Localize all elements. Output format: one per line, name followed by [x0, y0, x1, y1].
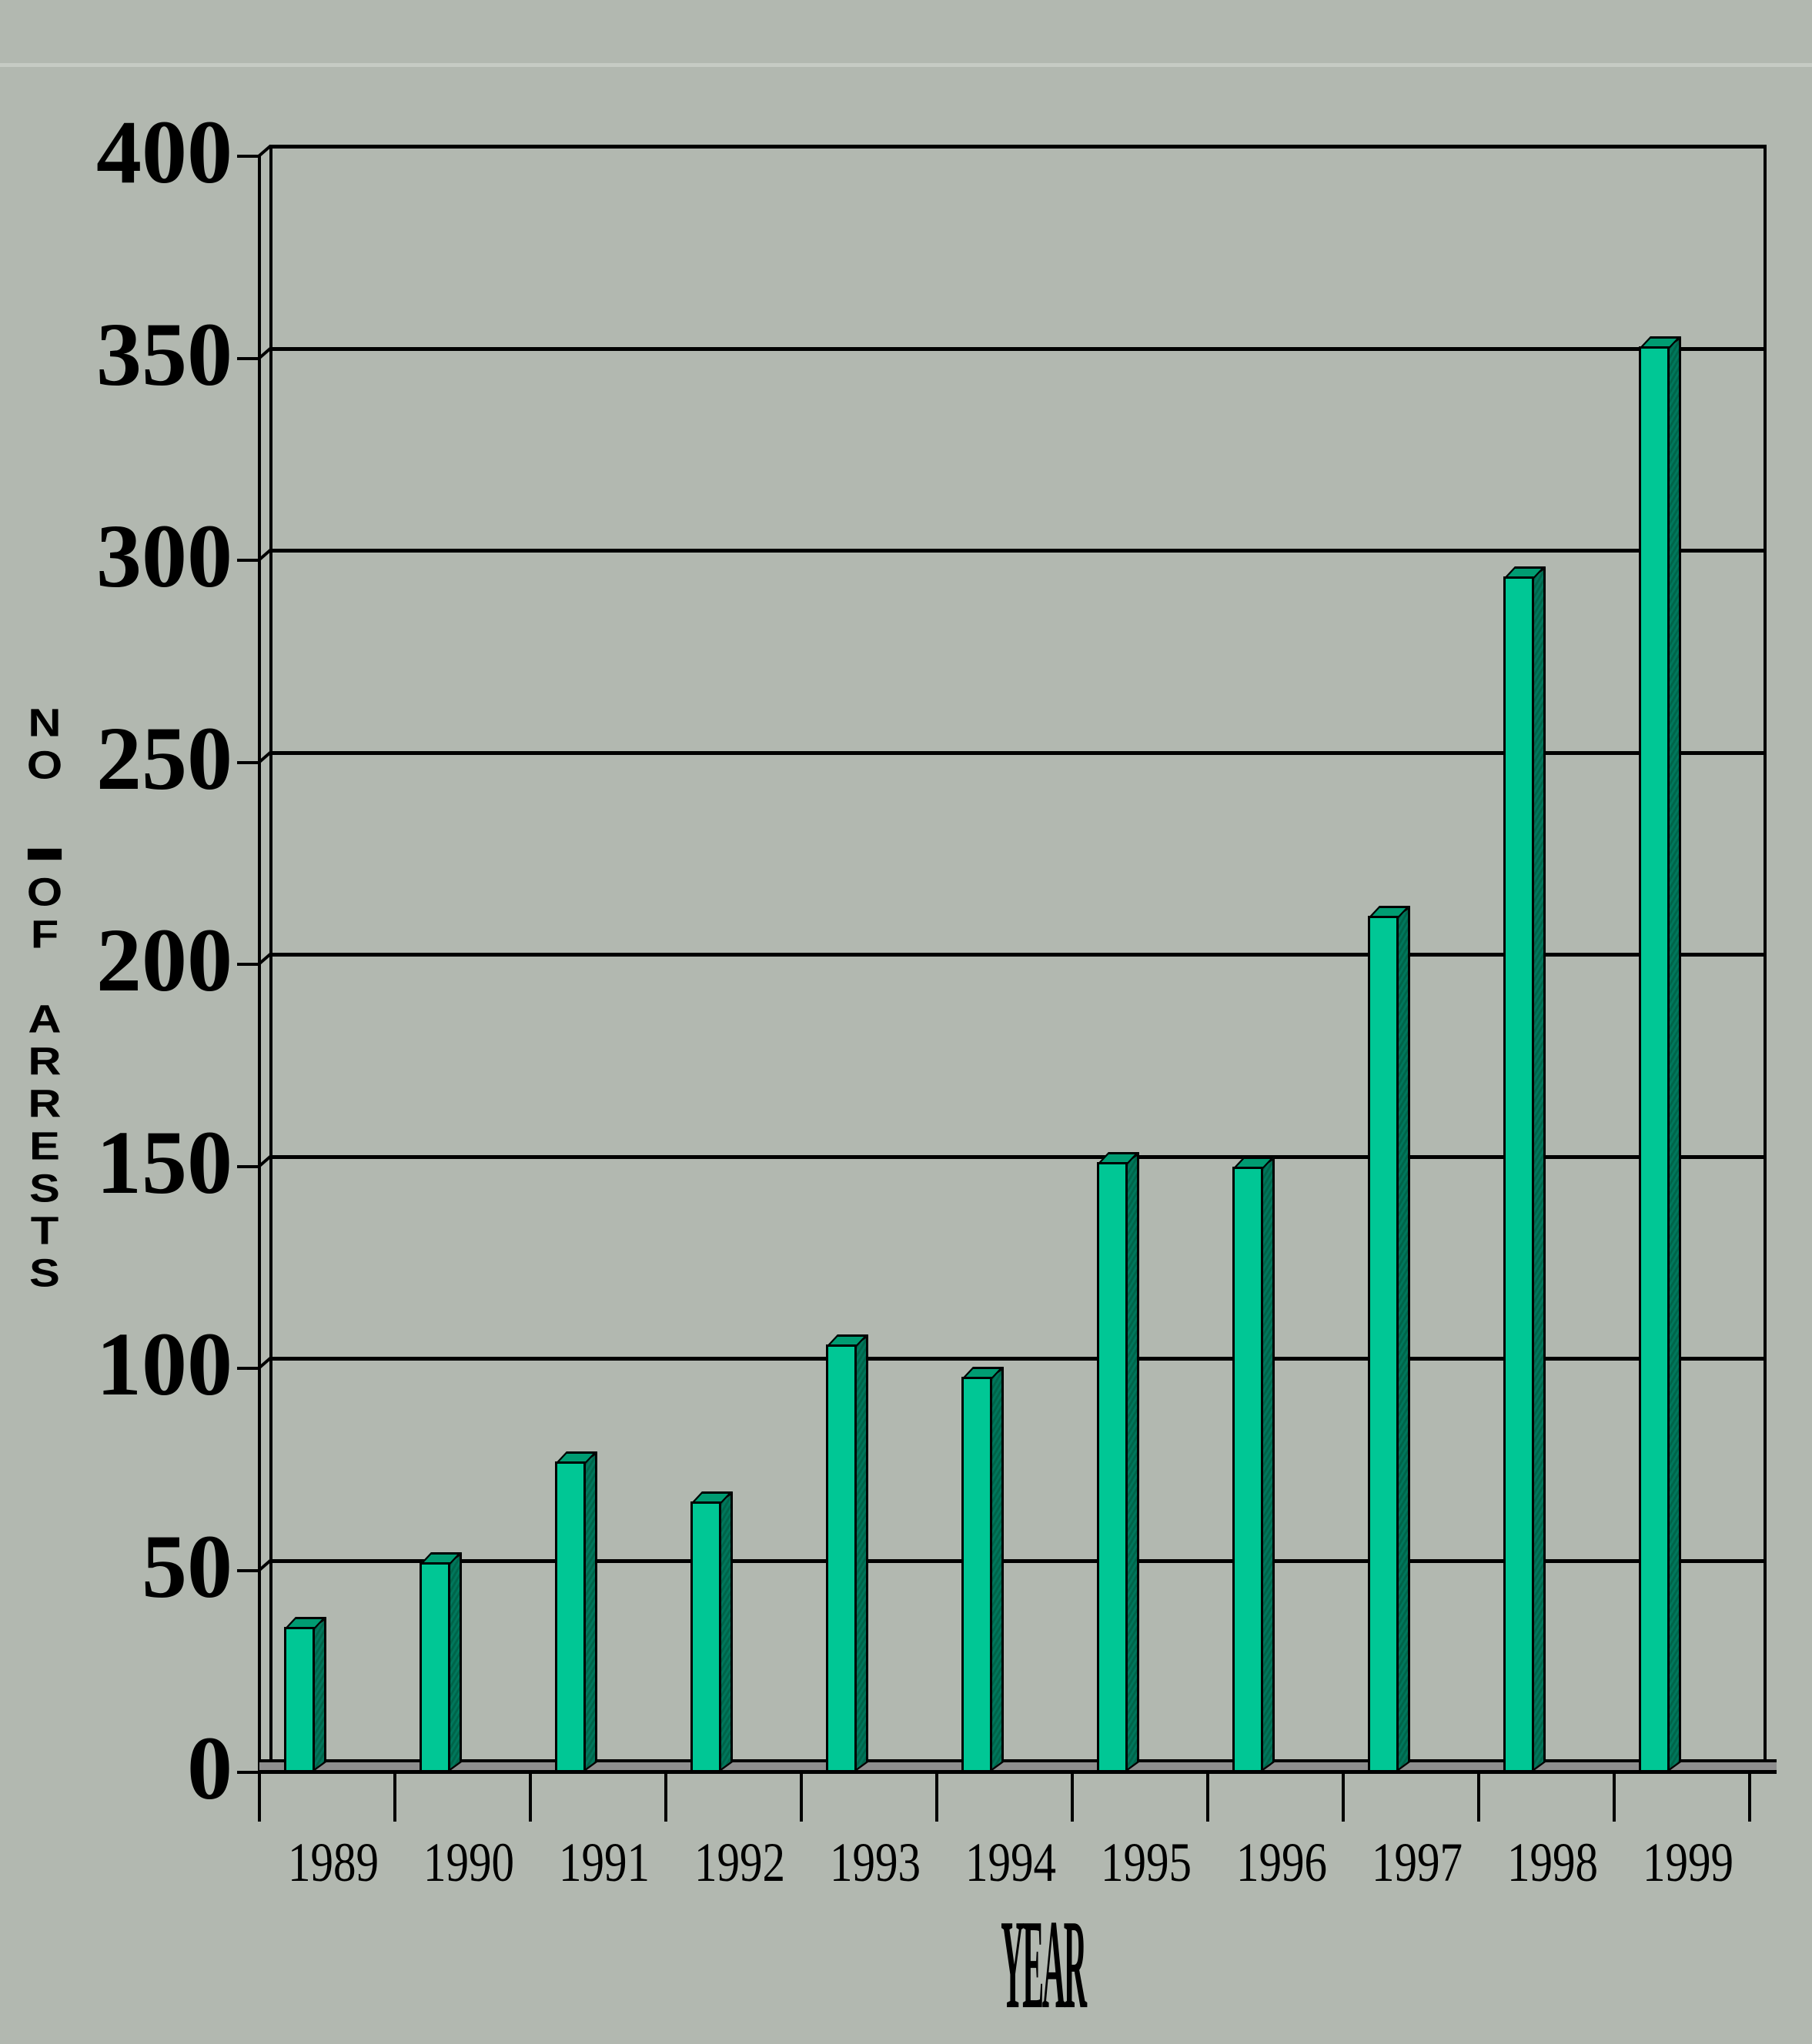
y-tick-150 [237, 1165, 260, 1168]
gridline-200 [271, 953, 1765, 957]
bar-1992-front [690, 1501, 721, 1772]
y-axis-title-char-11: S [29, 1166, 60, 1211]
y-tick-250 [237, 761, 260, 764]
x-tick-label-1995: 1995 [1100, 1832, 1192, 1893]
gridline-400 [271, 145, 1765, 149]
x-tick-label-1997: 1997 [1371, 1832, 1463, 1893]
x-tick-label-1992: 1992 [694, 1832, 786, 1893]
x-tick-label-1996: 1996 [1235, 1832, 1328, 1893]
x-tick-label-1990: 1990 [423, 1832, 515, 1893]
gridline-300 [271, 549, 1765, 553]
y-tick-label-350: 350 [96, 304, 232, 405]
x-category-tick-11 [1748, 1772, 1751, 1822]
y-tick-50 [237, 1569, 260, 1572]
bar-1994-front [961, 1377, 992, 1772]
x-axis-title-text: YEAR [1001, 1892, 1087, 2035]
y-tick-label-250: 250 [96, 708, 232, 809]
x-category-tick-0 [258, 1772, 261, 1822]
x-category-tick-6 [1071, 1772, 1074, 1822]
y-tick-label-0: 0 [187, 1718, 232, 1819]
y-tick-350 [237, 357, 260, 360]
y-tick-100 [237, 1367, 260, 1370]
y-axis-title-char-4: O [26, 870, 63, 914]
y-tick-label-50: 50 [142, 1516, 232, 1617]
y-tick-400 [237, 155, 260, 158]
y-tick-0 [237, 1771, 260, 1774]
x-tick-label-1994: 1994 [965, 1832, 1057, 1893]
gridline-150 [271, 1155, 1765, 1159]
y-tick-300 [237, 559, 260, 562]
y-tick-200 [237, 963, 260, 966]
gridline-50 [271, 1559, 1765, 1563]
x-category-tick-1 [393, 1772, 396, 1822]
bar-1998-front [1503, 576, 1534, 1772]
bar-1993-front [826, 1344, 857, 1772]
y-tick-label-400: 400 [96, 102, 232, 202]
x-tick-label-1998: 1998 [1506, 1832, 1599, 1893]
y-tick-label-100: 100 [96, 1314, 232, 1414]
y-axis-title-char-8: R [28, 1039, 62, 1084]
x-category-tick-5 [935, 1772, 938, 1822]
bar-1991-front [555, 1461, 586, 1772]
gridline-100 [271, 1357, 1765, 1361]
x-category-tick-4 [800, 1772, 803, 1822]
bar-1990-front [420, 1562, 450, 1772]
x-axis-title-wordart: YEAR [958, 1895, 1128, 2033]
y-tick-label-200: 200 [96, 910, 232, 1010]
x-category-tick-7 [1206, 1772, 1209, 1822]
x-category-tick-10 [1613, 1772, 1616, 1822]
x-category-tick-8 [1342, 1772, 1345, 1822]
y-tick-label-150: 150 [96, 1112, 232, 1213]
y-axis-title-char-9: R [28, 1081, 62, 1126]
gridline-250 [271, 751, 1765, 755]
y-axis-line [258, 155, 261, 1774]
bar-1995-front [1097, 1162, 1128, 1772]
x-tick-label-1989: 1989 [287, 1832, 379, 1893]
bar-1999-front [1639, 346, 1670, 1772]
y-axis-title-char-2: . [0, 784, 91, 831]
y-axis-title-char-7: A [28, 997, 62, 1041]
gridline-350 [271, 347, 1765, 351]
wall-right-edge [1764, 145, 1767, 1762]
y-axis-title-char-1: O [26, 743, 63, 787]
wall-left-edge [269, 145, 272, 1762]
y-axis-title-char-0: N [28, 700, 62, 745]
x-tick-label-1993: 1993 [829, 1832, 921, 1893]
y-axis-title-char-5: F [30, 912, 59, 957]
x-category-tick-9 [1477, 1772, 1480, 1822]
y-axis-title-char-13: S [29, 1251, 60, 1295]
x-axis-baseline [259, 1770, 1777, 1773]
top-edge-artifact [0, 63, 1812, 67]
bar-1997-front [1368, 916, 1399, 1772]
bar-1989-front [284, 1627, 315, 1772]
x-tick-label-1999: 1999 [1642, 1832, 1734, 1893]
bar-1996-front [1232, 1167, 1263, 1772]
x-category-tick-3 [664, 1772, 667, 1822]
x-tick-label-1991: 1991 [558, 1832, 650, 1893]
y-axis-title-gap [0, 954, 91, 1000]
x-category-tick-2 [529, 1772, 532, 1822]
y-axis-title-char-12: T [30, 1208, 59, 1253]
y-tick-label-300: 300 [96, 506, 232, 606]
y-axis-title-gap [0, 827, 91, 873]
y-axis-title-char-10: E [29, 1124, 60, 1168]
